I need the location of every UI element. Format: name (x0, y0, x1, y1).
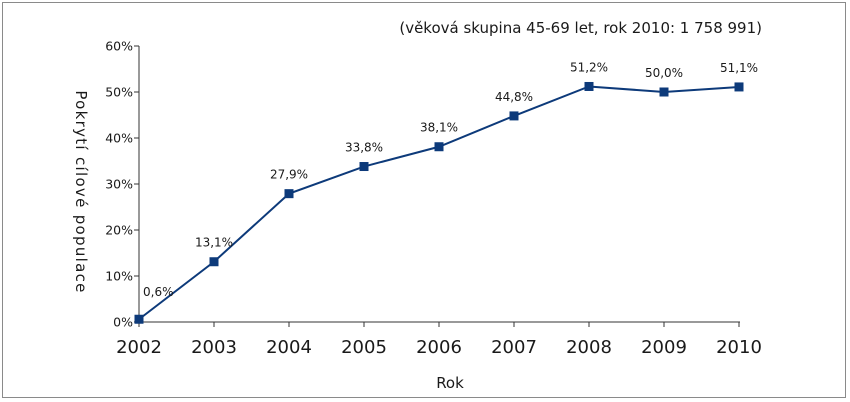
data-point-marker (284, 189, 294, 199)
data-point-marker (359, 162, 369, 172)
x-tick-label: 2007 (491, 337, 537, 358)
series-layer (134, 81, 744, 324)
data-label: 0,6% (143, 285, 174, 299)
data-point-marker (509, 111, 519, 121)
data-point-marker (659, 87, 669, 97)
data-point-marker (434, 142, 444, 152)
y-tick-label: 30% (105, 177, 133, 192)
data-point-marker (584, 81, 594, 91)
data-point-marker (134, 314, 144, 324)
x-tick-label: 2006 (416, 337, 462, 358)
y-tick-label: 10% (105, 269, 133, 284)
data-labels: 0,6% 13,1% 27,9% 33,8% 38,1% 44,8% 51,2% 50,0% 5… (143, 60, 758, 299)
data-label: 51,2% (570, 60, 608, 74)
x-tick-label: 2003 (191, 337, 237, 358)
x-tick-label: 2002 (116, 337, 162, 358)
data-label: 44,8% (495, 90, 533, 104)
data-point-marker (734, 82, 744, 92)
y-ticks: 0% 10% 20% 30% 40% 50% 60% (105, 39, 139, 330)
data-label: 50,0% (645, 66, 683, 80)
data-point-marker (209, 257, 219, 267)
data-label: 13,1% (195, 236, 233, 250)
y-tick-label: 60% (105, 39, 133, 54)
chart-subtitle: (věková skupina 45-69 let, rok 2010: 1 7… (399, 19, 762, 37)
y-tick-label: 0% (113, 315, 133, 330)
x-ticks: 2002 2003 2004 2005 2006 2007 2008 2009 2010 (116, 322, 762, 358)
data-label: 38,1% (420, 121, 458, 135)
x-tick-label: 2009 (641, 337, 687, 358)
x-axis-label: Rok (436, 374, 464, 392)
x-tick-label: 2005 (341, 337, 387, 358)
x-tick-label: 2008 (566, 337, 612, 358)
y-axis-label: Pokrytí cílové populace (72, 90, 90, 293)
data-label: 27,9% (270, 168, 308, 182)
y-tick-label: 40% (105, 131, 133, 146)
y-tick-label: 50% (105, 85, 133, 100)
data-label: 51,1% (720, 61, 758, 75)
x-tick-label: 2004 (266, 337, 312, 358)
y-tick-label: 20% (105, 223, 133, 238)
data-label: 33,8% (345, 141, 383, 155)
chart-frame (2, 2, 846, 398)
x-tick-label: 2010 (716, 337, 762, 358)
